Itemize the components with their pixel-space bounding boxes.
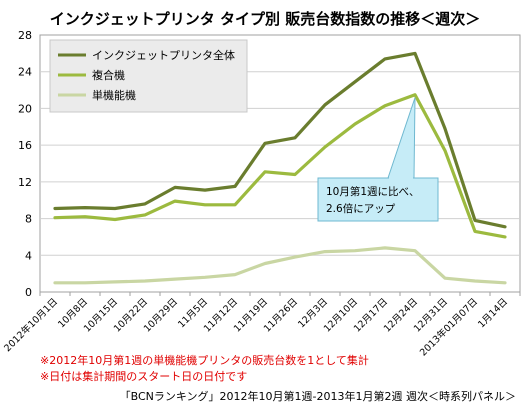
legend-label: 複合機 bbox=[92, 68, 125, 82]
legend-label: 単機能機 bbox=[92, 88, 136, 102]
series-line bbox=[53, 51, 507, 229]
y-tick-label: 24 bbox=[18, 66, 32, 79]
legend-label: インクジェットプリンタ全体 bbox=[92, 48, 235, 62]
y-tick-label: 0 bbox=[25, 286, 32, 299]
y-tick-label: 8 bbox=[25, 213, 32, 226]
source-credit: 「BCNランキング」2012年10月第1週-2013年1月第2週 週次＜時系列パ… bbox=[119, 390, 516, 403]
y-tick-label: 4 bbox=[25, 249, 32, 262]
series-line bbox=[53, 93, 507, 239]
x-tick-label: 1月14日 bbox=[476, 296, 510, 330]
x-tick-label: 2012年10月1日 bbox=[2, 296, 61, 355]
footnote-1: ※2012年10月第1週の単機能機プリンタの販売台数を1として集計 bbox=[40, 354, 369, 367]
chart-title: インクジェットプリンタ タイプ別 販売台数指数の推移＜週次＞ bbox=[49, 10, 481, 28]
callout-box bbox=[317, 177, 439, 222]
y-tick-label: 20 bbox=[18, 102, 32, 115]
footnote-2: ※日付は集計期間のスタート日の日付です bbox=[40, 370, 248, 383]
series-line bbox=[53, 246, 507, 285]
y-tick-label: 12 bbox=[18, 176, 32, 189]
y-tick-label: 28 bbox=[18, 29, 32, 42]
callout-text: 2.6倍にアップ bbox=[326, 202, 396, 215]
y-tick-label: 16 bbox=[18, 139, 32, 152]
callout-text: 10月第1週に比べ、 bbox=[326, 185, 420, 198]
